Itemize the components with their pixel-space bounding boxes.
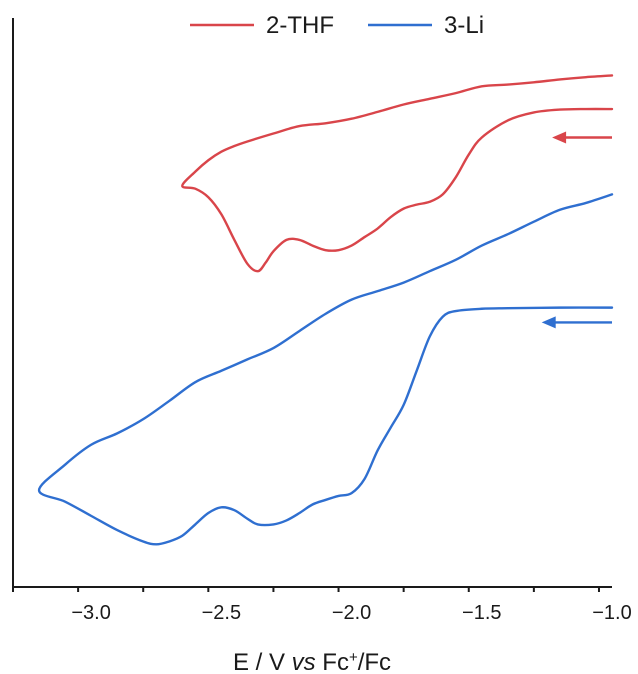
plot-area	[37, 74, 614, 546]
x-axis-title: E / V vs Fc+/Fc	[233, 649, 391, 674]
x-tick-label: −1.5	[462, 602, 501, 624]
x-axis-title-part: +	[349, 649, 358, 666]
scan-arrow-3-li	[541, 316, 612, 329]
x-axis-title-part: E / V	[233, 649, 292, 674]
x-tick-label: −1.0	[592, 602, 631, 624]
series-line-2-thf	[181, 74, 614, 273]
x-tick-label: −2.5	[202, 602, 241, 624]
scan-arrow-head	[541, 316, 556, 329]
series-line-3-li	[37, 193, 614, 546]
x-axis-title-part: Fc	[316, 649, 349, 674]
legend-label: 3-Li	[444, 12, 484, 39]
scan-arrow-head	[552, 131, 567, 144]
x-tick-label: −2.0	[332, 602, 371, 624]
x-tick-label: −3.0	[71, 602, 110, 624]
axes: −3.0 −2.5 −2.0 −1.5 −1.0	[12, 18, 632, 624]
legend-entry-3-li: 3-Li	[368, 12, 484, 39]
scan-arrow-2-thf	[552, 131, 612, 144]
x-axis-title-part: vs	[292, 649, 316, 674]
legend-label: 2-THF	[266, 12, 334, 39]
legend-entry-2-thf: 2-THF	[190, 12, 334, 39]
legend: 2-THF 3-Li	[190, 12, 484, 39]
x-axis-title-part: /Fc	[358, 649, 391, 674]
